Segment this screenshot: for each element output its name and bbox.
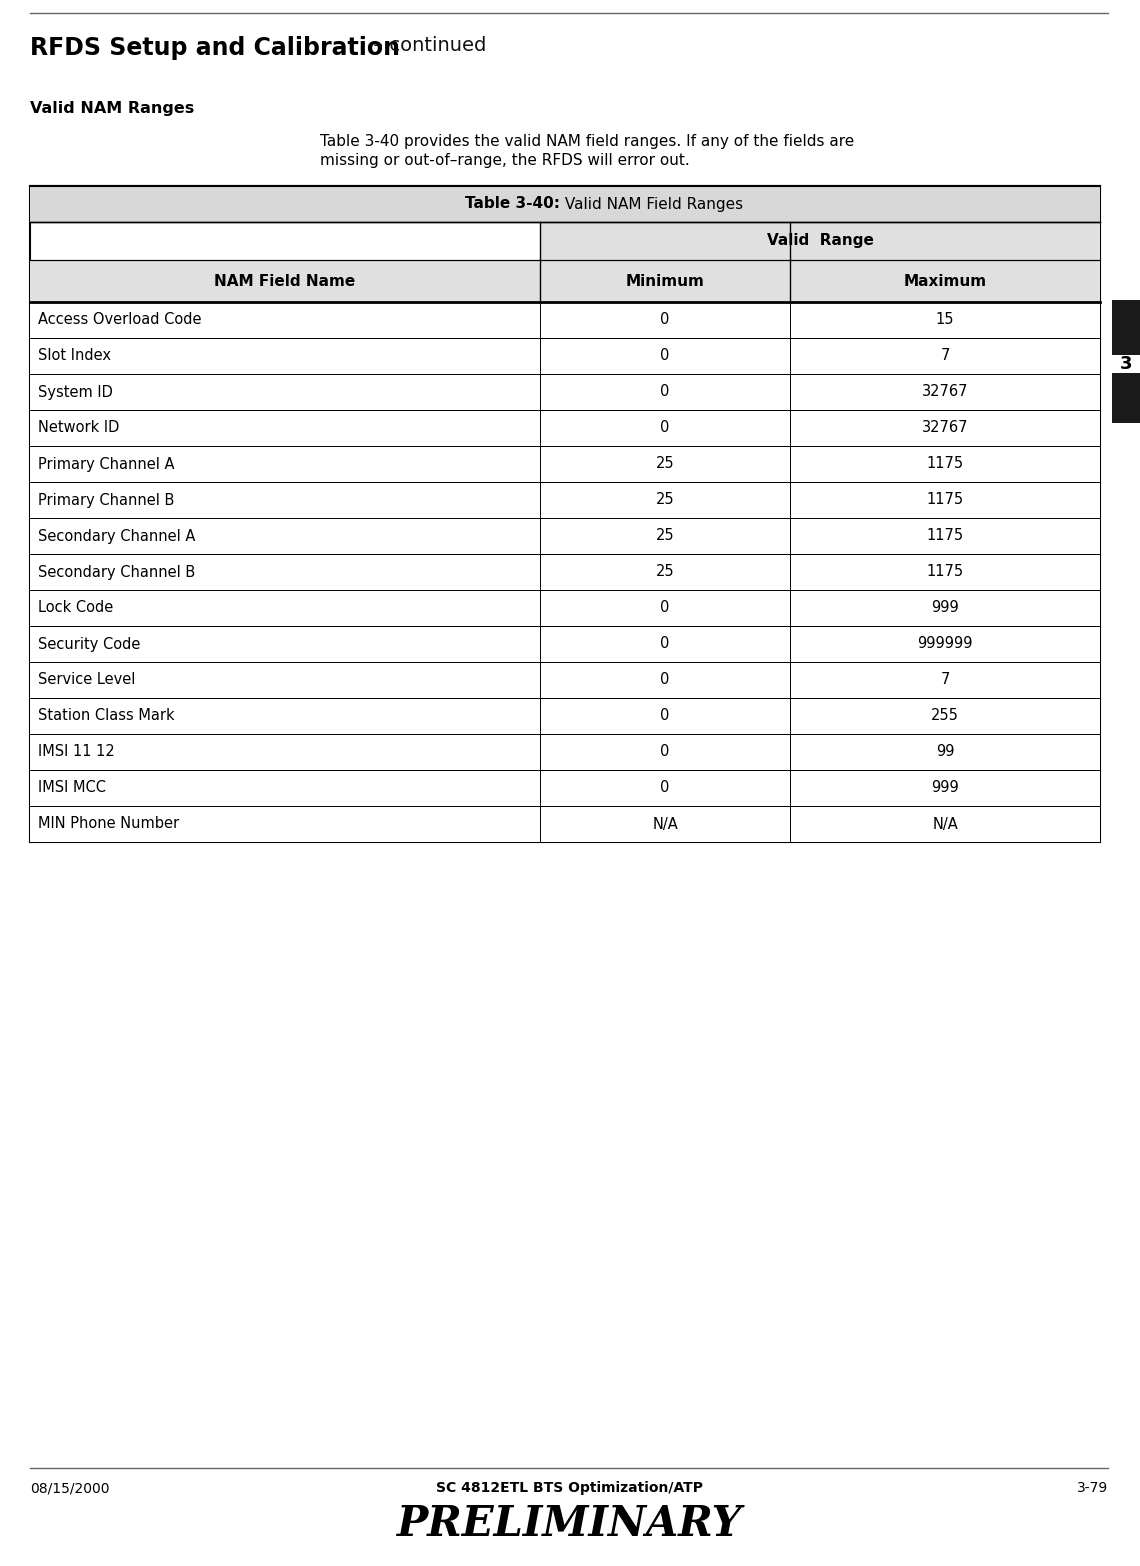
Bar (30, 698, 1100, 734)
Text: Station Class Mark: Station Class Mark (38, 708, 174, 723)
Text: Table 3-40 provides the valid NAM field ranges. If any of the fields are: Table 3-40 provides the valid NAM field … (320, 135, 854, 149)
Bar (30, 626, 1100, 662)
Text: 0: 0 (660, 780, 669, 796)
Text: 999: 999 (931, 600, 959, 615)
Text: 999999: 999999 (918, 636, 972, 651)
Bar (1112, 373, 1140, 423)
Text: 0: 0 (660, 636, 669, 651)
Text: 25: 25 (656, 457, 675, 471)
Text: N/A: N/A (652, 816, 678, 832)
Bar (30, 410, 1100, 446)
Text: 0: 0 (660, 313, 669, 327)
Bar (30, 590, 1100, 626)
Text: 25: 25 (656, 528, 675, 543)
Text: 0: 0 (660, 600, 669, 615)
Text: 32767: 32767 (922, 385, 968, 399)
Bar (30, 186, 1100, 222)
Text: Lock Code: Lock Code (38, 600, 113, 615)
Bar (30, 662, 1100, 698)
Text: 08/15/2000: 08/15/2000 (30, 1481, 109, 1496)
Text: 7: 7 (940, 349, 950, 363)
Text: 0: 0 (660, 385, 669, 399)
Text: IMSI MCC: IMSI MCC (38, 780, 106, 796)
Text: 1175: 1175 (927, 564, 963, 579)
Text: Valid NAM Field Ranges: Valid NAM Field Ranges (560, 196, 743, 211)
Text: 99: 99 (936, 744, 954, 760)
Text: Slot Index: Slot Index (38, 349, 111, 363)
Text: N/A: N/A (933, 816, 958, 832)
Bar (30, 734, 1100, 770)
Text: Service Level: Service Level (38, 672, 136, 687)
Bar (30, 302, 1100, 338)
Text: Valid  Range: Valid Range (766, 233, 873, 249)
Text: 1175: 1175 (927, 457, 963, 471)
Bar (30, 446, 1100, 482)
Text: 1175: 1175 (927, 528, 963, 543)
Text: 0: 0 (660, 421, 669, 435)
Text: 1175: 1175 (927, 492, 963, 507)
Text: Table 3-40:: Table 3-40: (465, 196, 560, 211)
Text: 3-79: 3-79 (1077, 1481, 1108, 1496)
Bar (30, 260, 1100, 302)
Text: Network ID: Network ID (38, 421, 120, 435)
Bar (1112, 301, 1140, 355)
Text: SC 4812ETL BTS Optimization/ATP: SC 4812ETL BTS Optimization/ATP (437, 1481, 703, 1496)
Text: Access Overload Code: Access Overload Code (38, 313, 202, 327)
Bar (30, 518, 1100, 554)
Text: 32767: 32767 (922, 421, 968, 435)
Text: – continued: – continued (367, 36, 487, 55)
Bar (30, 806, 1100, 843)
Text: Primary Channel A: Primary Channel A (38, 457, 174, 471)
Text: missing or out-of–range, the RFDS will error out.: missing or out-of–range, the RFDS will e… (320, 153, 690, 168)
Text: Minimum: Minimum (626, 274, 705, 288)
Text: 0: 0 (660, 349, 669, 363)
Text: 25: 25 (656, 564, 675, 579)
Text: Secondary Channel B: Secondary Channel B (38, 564, 195, 579)
Text: 25: 25 (656, 492, 675, 507)
Bar (540, 222, 1100, 260)
Bar (30, 338, 1100, 374)
Text: Secondary Channel A: Secondary Channel A (38, 528, 195, 543)
Text: 15: 15 (936, 313, 954, 327)
Text: 7: 7 (940, 672, 950, 687)
Bar (30, 374, 1100, 410)
Text: System ID: System ID (38, 385, 113, 399)
Bar (30, 770, 1100, 806)
Bar (30, 482, 1100, 518)
Text: 0: 0 (660, 708, 669, 723)
Text: 3: 3 (1119, 355, 1132, 373)
Text: PRELIMINARY: PRELIMINARY (398, 1503, 742, 1546)
Text: Maximum: Maximum (903, 274, 986, 288)
Text: Primary Channel B: Primary Channel B (38, 492, 174, 507)
Text: 0: 0 (660, 744, 669, 760)
Text: IMSI 11 12: IMSI 11 12 (38, 744, 115, 760)
Text: 0: 0 (660, 672, 669, 687)
Text: MIN Phone Number: MIN Phone Number (38, 816, 179, 832)
Bar (30, 186, 1100, 843)
Text: Security Code: Security Code (38, 636, 140, 651)
Text: 999: 999 (931, 780, 959, 796)
Text: 255: 255 (931, 708, 959, 723)
Text: Valid NAM Ranges: Valid NAM Ranges (30, 100, 194, 116)
Text: NAM Field Name: NAM Field Name (214, 274, 356, 288)
Bar (30, 554, 1100, 590)
Text: RFDS Setup and Calibration: RFDS Setup and Calibration (30, 36, 400, 60)
